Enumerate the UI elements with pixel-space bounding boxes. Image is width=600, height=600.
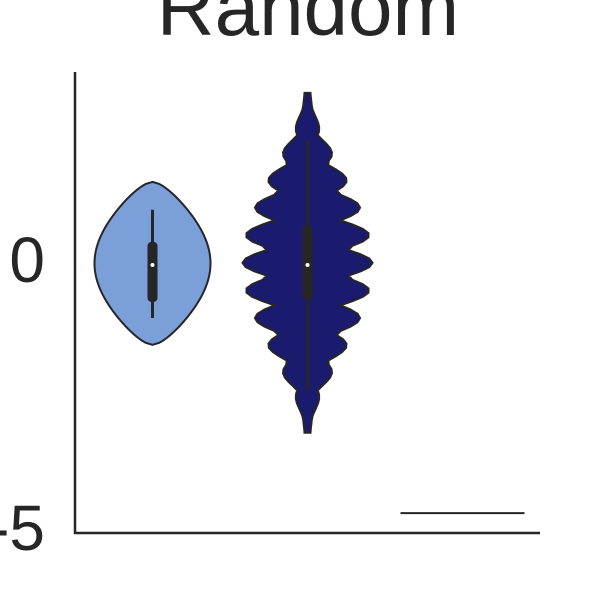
box — [147, 241, 158, 302]
median — [305, 262, 310, 267]
y-tick-label: -5 — [0, 492, 45, 564]
y-tick-label: 0 — [9, 224, 45, 296]
median — [150, 262, 155, 267]
chart-title: Random — [157, 0, 459, 52]
box — [302, 224, 313, 300]
